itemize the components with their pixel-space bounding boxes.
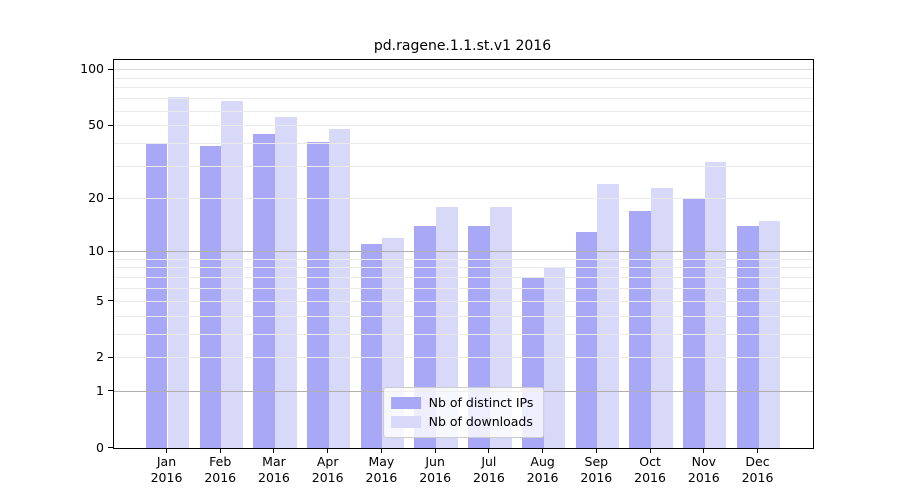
y-tick-50 (108, 124, 113, 126)
y-tick-100 (108, 68, 113, 70)
gridline-60 (114, 110, 813, 112)
x-tick-label-mar: Mar 2016 (258, 454, 290, 485)
bar-sep-distinct-ips (575, 231, 598, 448)
gridline-6 (114, 288, 813, 290)
gridline-10 (114, 251, 813, 253)
x-tick-jul (488, 448, 490, 453)
x-tick-feb (219, 448, 221, 453)
bar-oct-distinct-ips (629, 211, 652, 448)
gridline-100 (114, 69, 813, 71)
x-tick-jun (434, 448, 436, 453)
y-tick-5 (108, 300, 113, 302)
bar-oct-downloads (651, 187, 673, 448)
bar-jan-downloads (167, 96, 190, 448)
y-tick-label-5: 5 (96, 292, 104, 308)
gridline-8 (114, 267, 813, 269)
x-tick-dec (757, 448, 759, 453)
x-tick-label-nov: Nov 2016 (687, 454, 720, 485)
y-tick-20 (108, 197, 113, 199)
chart-title: pd.ragene.1.1.st.v1 2016 (373, 38, 552, 54)
bar-feb-downloads (221, 101, 243, 448)
gridline-9 (114, 258, 813, 260)
x-tick-mar (273, 448, 275, 453)
gridline-20 (114, 198, 813, 200)
bar-nov-distinct-ips (683, 198, 705, 448)
x-tick-apr (327, 448, 329, 453)
bar-jan-distinct-ips (145, 143, 168, 448)
bar-dec-distinct-ips (736, 226, 759, 448)
x-tick-jan (166, 448, 167, 453)
x-tick-label-may: May 2016 (365, 454, 398, 485)
gridline-90 (114, 77, 813, 79)
x-tick-label-apr: Apr 2016 (311, 454, 344, 485)
legend-label-distinct-ips: Nb of distinct IPs (428, 395, 534, 410)
x-tick-label-jul: Jul 2016 (472, 454, 505, 485)
legend-swatch-distinct-ips (390, 396, 421, 409)
y-tick-2 (108, 356, 113, 358)
y-tick-1 (108, 390, 113, 392)
bar-apr-distinct-ips (306, 141, 329, 448)
x-tick-nov (703, 448, 705, 453)
y-tick-label-10: 10 (88, 243, 104, 259)
gridline-3 (114, 333, 813, 335)
y-tick-label-50: 50 (88, 117, 104, 133)
x-tick-may (380, 448, 382, 453)
legend-item-downloads: Nb of downloads (390, 412, 534, 431)
gridline-7 (114, 277, 813, 279)
x-tick-label-aug: Aug 2016 (526, 454, 559, 485)
y-tick-label-2: 2 (96, 349, 104, 365)
x-tick-label-jan: Jan 2016 (150, 454, 183, 485)
x-tick-aug (542, 448, 544, 453)
y-tick-label-1: 1 (96, 382, 104, 398)
gridline-30 (114, 166, 813, 168)
gridline-2 (114, 357, 813, 359)
y-tick-label-100: 100 (80, 61, 104, 77)
legend-item-distinct-ips: Nb of distinct IPs (390, 393, 534, 412)
x-tick-sep (595, 448, 597, 453)
gridline-4 (114, 315, 813, 317)
gridline-5 (114, 300, 813, 302)
y-tick-0 (108, 447, 113, 448)
x-tick-label-dec: Dec 2016 (741, 454, 774, 485)
legend-label-downloads: Nb of downloads (428, 414, 533, 429)
bar-feb-distinct-ips (199, 145, 222, 448)
grid-layer (114, 60, 813, 448)
x-tick-oct (649, 448, 651, 453)
y-tick-10 (108, 250, 113, 252)
x-tick-label-sep: Sep 2016 (580, 454, 613, 485)
bar-mar-downloads (274, 116, 297, 448)
bar-mar-distinct-ips (253, 134, 275, 448)
gridline-80 (114, 87, 813, 89)
bar-nov-downloads (704, 161, 727, 448)
x-tick-label-jun: Jun 2016 (419, 454, 452, 485)
legend-swatch-downloads (390, 415, 421, 428)
bar-may-distinct-ips (360, 244, 383, 448)
y-tick-label-0: 0 (96, 439, 104, 455)
legend: Nb of distinct IPs Nb of downloads (382, 387, 545, 438)
x-tick-label-oct: Oct 2016 (634, 454, 666, 485)
y-tick-label-20: 20 (88, 190, 104, 206)
gridline-40 (114, 143, 813, 145)
gridline-70 (114, 98, 813, 100)
plot-area: Nb of distinct IPs Nb of downloads (113, 59, 814, 449)
gridline-50 (114, 125, 813, 127)
x-tick-label-feb: Feb 2016 (204, 454, 237, 485)
